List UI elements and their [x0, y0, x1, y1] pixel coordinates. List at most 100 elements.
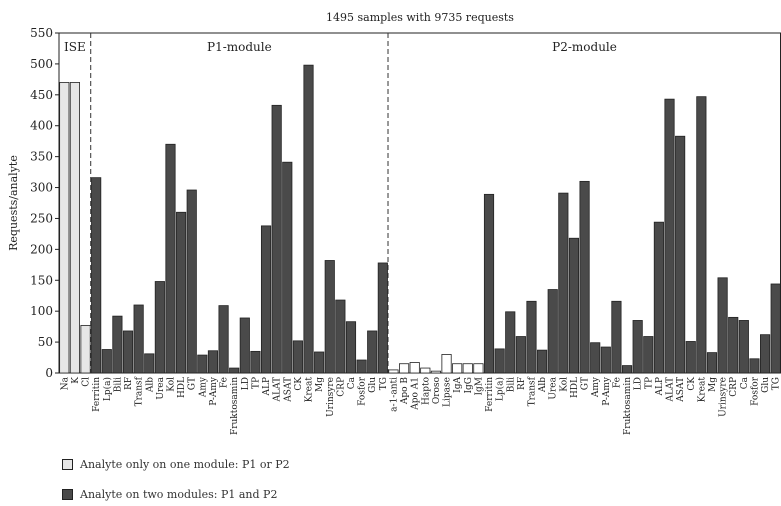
bar [462, 363, 473, 374]
chart-title: 1495 samples with 9735 requests [326, 11, 514, 24]
bar [207, 350, 219, 374]
x-tick-label: Kreat [697, 377, 707, 403]
x-tick-label: Bili [113, 377, 123, 392]
bar [515, 336, 526, 374]
x-tick-label: ASAT [676, 377, 686, 403]
bar [505, 311, 516, 374]
y-tick-label: 350 [30, 150, 53, 164]
x-tick-label: Lp(a) [102, 377, 113, 401]
bar [526, 300, 537, 374]
bar [122, 330, 134, 374]
x-tick-label: Lipase [443, 377, 453, 407]
x-tick-label: Lp(a) [495, 377, 506, 401]
x-tick-label: Urinsyre [719, 377, 729, 417]
bar [675, 135, 686, 374]
x-tick-label: Fe [612, 377, 622, 388]
x-tick-label: Ca [347, 376, 357, 389]
x-tick-label: LD [634, 377, 644, 390]
chart: 1495 samples with 9735 requests Requests/… [7, 11, 781, 435]
bar [483, 193, 495, 374]
x-tick-label: CRP [729, 377, 739, 397]
bar [706, 352, 718, 374]
y-tick-label: 500 [30, 57, 53, 71]
bar [388, 369, 399, 374]
bar [420, 367, 431, 374]
x-tick-label: ASAT [283, 377, 293, 403]
x-tick-label: Transf [135, 376, 145, 406]
bar [377, 262, 388, 374]
bar [133, 304, 144, 374]
x-tick-label: Transf [527, 376, 537, 406]
bar [664, 98, 675, 374]
bar [568, 237, 580, 374]
x-tick-label: ALAT [666, 377, 676, 403]
legend-label-single: Analyte only on one module: P1 or P2 [80, 458, 290, 471]
x-tick-label: Kol [559, 377, 569, 392]
x-tick-label: Amy [591, 376, 601, 398]
legend-label-dual: Analyte on two modules: P1 and P2 [80, 488, 278, 501]
x-tick-label: Ca [740, 376, 750, 389]
y-tick-label: 150 [30, 273, 53, 287]
x-tick-label: Fruktosamin [623, 377, 633, 435]
bar [101, 349, 112, 374]
bar [144, 353, 155, 374]
x-tick-label: ALP [655, 377, 665, 397]
bar [579, 180, 590, 374]
bar [632, 320, 643, 374]
x-tick-label: K [71, 377, 81, 384]
bar [643, 336, 654, 374]
bar [760, 334, 771, 374]
bar [738, 320, 749, 374]
x-tick-label: CRP [336, 377, 346, 397]
x-tick-label: Kol [166, 377, 176, 392]
bar [452, 363, 463, 374]
bar [590, 342, 601, 374]
legend-item-single: Analyte only on one module: P1 or P2 [62, 458, 290, 471]
x-tick-label: Ferritin [92, 377, 102, 412]
x-tick-label: TG [379, 377, 389, 390]
x-tick-label: IgG [464, 377, 474, 394]
bar [770, 283, 781, 374]
bar [367, 330, 378, 374]
bar [611, 300, 622, 374]
bar [80, 324, 91, 374]
bar [59, 82, 70, 374]
bar [239, 317, 250, 374]
x-tick-label: RF [124, 377, 134, 390]
bar [260, 225, 272, 374]
x-tick-label: Fe [220, 377, 230, 388]
bar [112, 315, 123, 374]
x-tick-label: Glu [368, 377, 378, 393]
bar [154, 281, 165, 374]
bar [685, 341, 696, 374]
y-tick-label: 200 [30, 242, 53, 256]
x-tick-label: Urinsyre [326, 377, 336, 417]
x-tick-label: TG [772, 377, 781, 390]
x-tick-label: P-Amy [209, 376, 219, 406]
bar [430, 370, 441, 374]
section-label-p2: P2-module [552, 40, 617, 54]
bar [399, 363, 410, 374]
bar [621, 365, 633, 374]
x-tick-label: CK [687, 377, 697, 391]
bar [409, 362, 420, 374]
bar [165, 143, 176, 374]
bar [282, 161, 293, 374]
x-tick-label: IgM [474, 377, 484, 396]
bar [345, 321, 357, 374]
bar [473, 363, 484, 374]
x-tick-label: Bili [506, 377, 516, 392]
y-tick-label: 400 [30, 119, 53, 133]
bar [314, 351, 325, 374]
x-tick-label: Amy [198, 376, 208, 398]
bar [335, 299, 346, 374]
y-axis-label: Requests/analyte [7, 155, 20, 251]
bar [356, 359, 367, 374]
x-tick-label: IgA [453, 377, 463, 393]
bar [250, 350, 261, 374]
x-tick-label: Oroso [432, 377, 442, 404]
y-tick-label: 250 [30, 211, 53, 225]
x-tick-label: Mg [315, 377, 325, 392]
bar [717, 277, 728, 374]
legend-swatch-single [62, 459, 73, 470]
